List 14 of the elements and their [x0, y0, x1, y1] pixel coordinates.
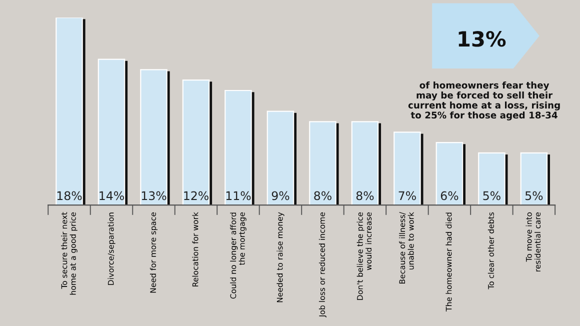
data-label: 11%: [226, 191, 251, 200]
annotation: 13%: [458, 31, 506, 47]
data-label: 14%: [100, 191, 124, 200]
data-label: 5%: [483, 191, 500, 200]
data-label: 8%: [356, 191, 374, 200]
data-label: 7%: [398, 191, 416, 200]
data-label: 6%: [440, 191, 458, 200]
annotation: of homeowners fear they may be forced to sell their current home at a loss, rising to 25% for those aged 18-34: [408, 82, 560, 120]
data-label: 13%: [142, 191, 166, 200]
data-label: 12%: [184, 191, 208, 200]
data-label: 5%: [525, 191, 543, 200]
data-label: 18%: [57, 191, 82, 200]
data-label: 8%: [314, 191, 332, 200]
data-label: 9%: [272, 191, 290, 200]
